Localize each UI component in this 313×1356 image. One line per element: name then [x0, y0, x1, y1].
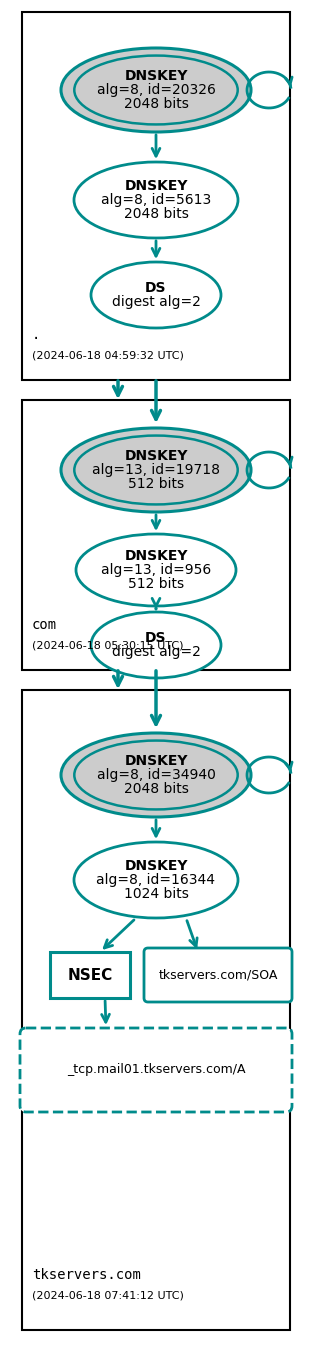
- Text: .: .: [32, 328, 40, 342]
- Ellipse shape: [74, 56, 238, 125]
- Ellipse shape: [74, 161, 238, 239]
- Text: digest alg=2: digest alg=2: [111, 645, 200, 659]
- Text: 1024 bits: 1024 bits: [124, 887, 188, 900]
- Text: 2048 bits: 2048 bits: [124, 98, 188, 111]
- Text: (2024-06-18 04:59:32 UTC): (2024-06-18 04:59:32 UTC): [32, 350, 184, 359]
- Text: alg=13, id=956: alg=13, id=956: [101, 563, 211, 578]
- Text: alg=8, id=5613: alg=8, id=5613: [101, 193, 211, 207]
- Text: 2048 bits: 2048 bits: [124, 207, 188, 221]
- Text: tkservers.com/SOA: tkservers.com/SOA: [158, 968, 278, 982]
- Text: DS: DS: [145, 281, 167, 296]
- Text: (2024-06-18 07:41:12 UTC): (2024-06-18 07:41:12 UTC): [32, 1290, 184, 1300]
- FancyBboxPatch shape: [20, 1028, 292, 1112]
- Text: com: com: [32, 618, 57, 632]
- Text: DNSKEY: DNSKEY: [124, 69, 188, 83]
- Text: DS: DS: [145, 631, 167, 645]
- Ellipse shape: [74, 740, 238, 810]
- Text: NSEC: NSEC: [67, 967, 113, 983]
- Text: DNSKEY: DNSKEY: [124, 858, 188, 873]
- Ellipse shape: [91, 262, 221, 328]
- Ellipse shape: [61, 47, 251, 132]
- Text: _tcp.mail01.tkservers.com/A: _tcp.mail01.tkservers.com/A: [67, 1063, 245, 1077]
- Ellipse shape: [61, 428, 251, 513]
- Text: (2024-06-18 05:30:15 UTC): (2024-06-18 05:30:15 UTC): [32, 640, 183, 650]
- Bar: [22, 12, 290, 380]
- Text: DNSKEY: DNSKEY: [124, 179, 188, 193]
- Text: DNSKEY: DNSKEY: [124, 754, 188, 767]
- Bar: [22, 400, 290, 670]
- Text: alg=8, id=16344: alg=8, id=16344: [96, 873, 215, 887]
- Ellipse shape: [76, 534, 236, 606]
- Text: alg=8, id=34940: alg=8, id=34940: [97, 767, 215, 782]
- Text: DNSKEY: DNSKEY: [124, 549, 188, 563]
- Text: DNSKEY: DNSKEY: [124, 449, 188, 462]
- Text: tkservers.com: tkservers.com: [32, 1268, 141, 1281]
- Text: alg=8, id=20326: alg=8, id=20326: [97, 83, 215, 98]
- Ellipse shape: [74, 842, 238, 918]
- Ellipse shape: [74, 435, 238, 504]
- Bar: [50, 952, 130, 998]
- Text: 512 bits: 512 bits: [128, 578, 184, 591]
- Text: 2048 bits: 2048 bits: [124, 782, 188, 796]
- Text: digest alg=2: digest alg=2: [111, 296, 200, 309]
- Bar: [22, 690, 290, 1330]
- Ellipse shape: [91, 612, 221, 678]
- Text: alg=13, id=19718: alg=13, id=19718: [92, 462, 220, 477]
- Ellipse shape: [61, 734, 251, 818]
- FancyBboxPatch shape: [144, 948, 292, 1002]
- Text: 512 bits: 512 bits: [128, 477, 184, 491]
